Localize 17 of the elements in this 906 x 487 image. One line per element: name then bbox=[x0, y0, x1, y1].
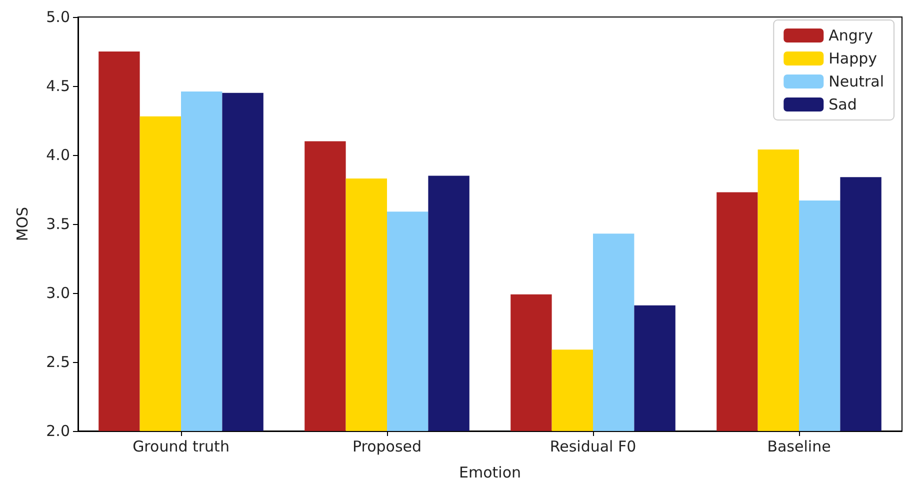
x-axis-title: Emotion bbox=[459, 464, 521, 482]
y-axis-title: MOS bbox=[14, 206, 32, 242]
legend-label: Sad bbox=[828, 96, 857, 114]
x-tick-label: Ground truth bbox=[132, 438, 230, 456]
y-tick-label: 4.5 bbox=[46, 77, 70, 95]
y-tick-label: 3.5 bbox=[46, 215, 70, 233]
legend-label: Neutral bbox=[828, 72, 884, 90]
y-tick-label: 4.0 bbox=[46, 146, 70, 164]
y-tick-label: 3.0 bbox=[46, 284, 70, 302]
y-tick-label: 2.5 bbox=[46, 353, 70, 371]
legend-label: Angry bbox=[828, 26, 874, 44]
x-tick-label: Baseline bbox=[767, 438, 831, 456]
y-tick-label: 2.0 bbox=[46, 422, 70, 440]
x-tick-label: Residual F0 bbox=[550, 438, 636, 456]
legend-label: Happy bbox=[828, 50, 878, 68]
y-tick-label: 5.0 bbox=[46, 8, 70, 26]
x-tick-label: Proposed bbox=[352, 438, 422, 456]
